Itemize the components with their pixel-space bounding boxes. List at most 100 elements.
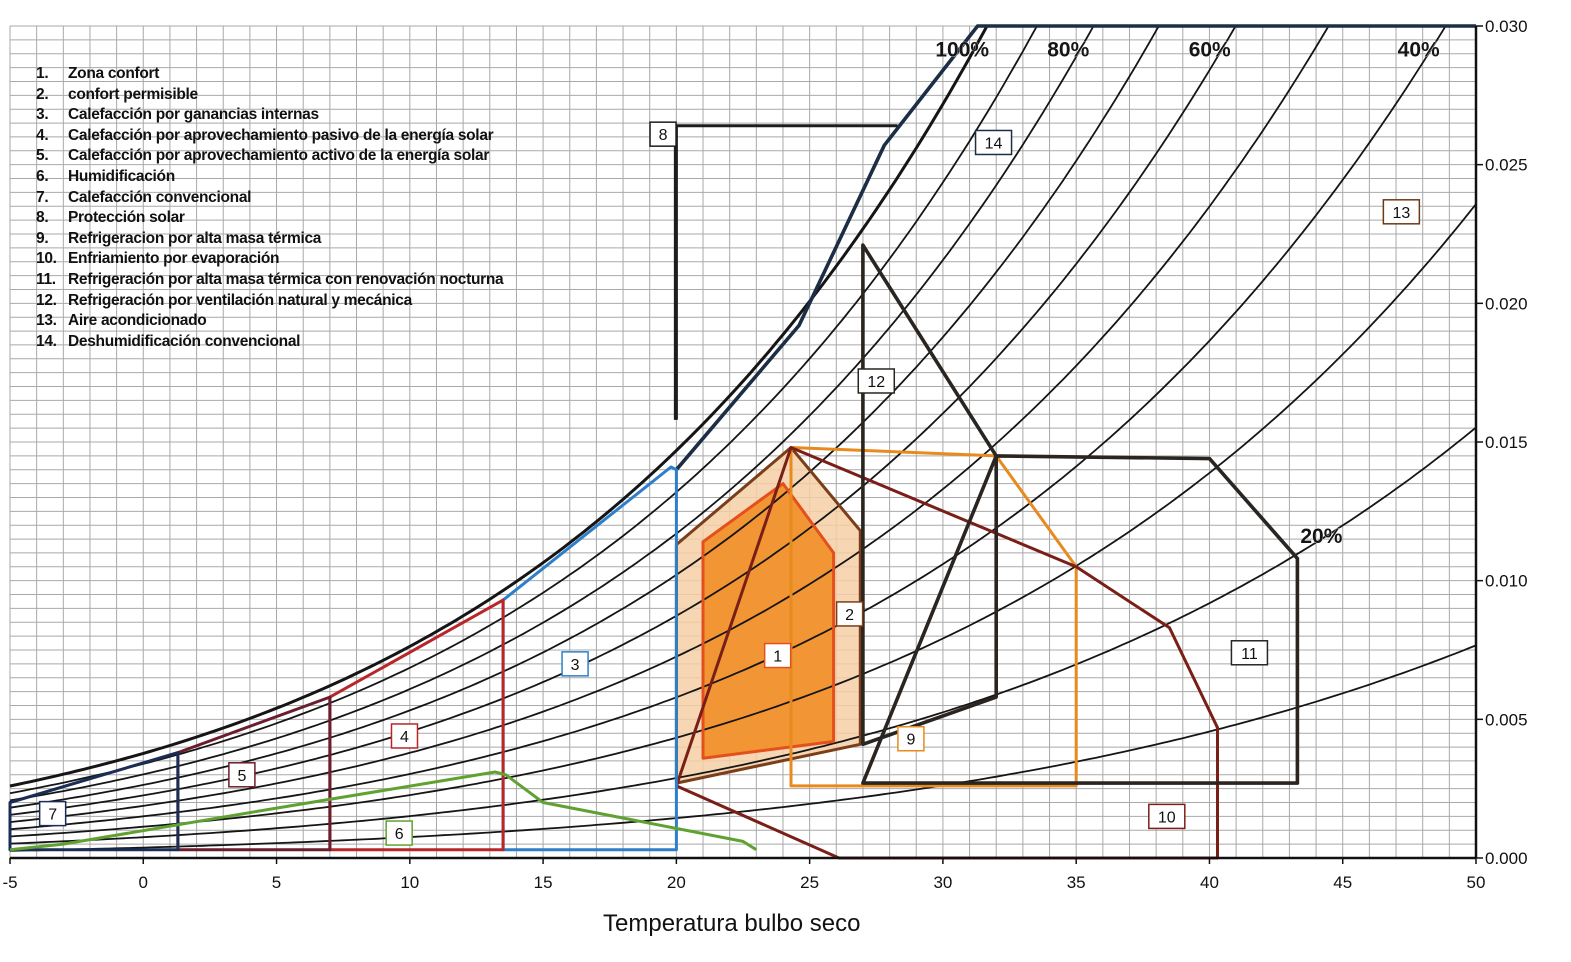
rh-labels: 100% 80% 60% 40% 20% — [935, 38, 1440, 548]
legend-item: 6. Humidificación — [36, 167, 175, 185]
rh-label-100: 100% — [935, 39, 989, 62]
x-tick-label: 25 — [800, 873, 819, 892]
zone-labels: 2 1 9 10 11 12 14 3 4 5 7 6 8 13 — [38, 121, 1421, 846]
legend-item: 2. confort permisible — [36, 85, 198, 103]
x-tick-label: -5 — [2, 873, 17, 892]
y-tick-label: 0.005 — [1485, 710, 1528, 729]
zone-label-text: 1 — [773, 649, 782, 666]
legend-item: 9. Refrigeracion por alta masa térmica — [36, 229, 322, 247]
legend-item: 10. Enfriamiento por evaporación — [36, 250, 280, 268]
zone-outline-9 — [789, 446, 1078, 788]
legend-item: 4. Calefacción por aprovechamiento pasivo… — [36, 126, 494, 144]
zone-label-box — [974, 129, 1013, 156]
zone-label-text: 9 — [906, 732, 915, 749]
chart-legend: 1. Zona confort 2. confort permisible 3. Ca… — [36, 64, 504, 352]
zone-label-text: 5 — [237, 768, 246, 785]
legend-item: 1. Zona confort — [36, 65, 160, 82]
zone-label-box — [835, 601, 864, 627]
rh-label-80: 80% — [1047, 39, 1089, 62]
x-tick-label: 50 — [1467, 873, 1486, 892]
x-tick-label: 35 — [1067, 873, 1086, 892]
zone-outline-10 — [674, 446, 1219, 860]
rh-curve-30 — [9, 203, 1477, 838]
zone-label-box — [228, 762, 256, 788]
zone-label-box — [897, 725, 925, 752]
zone-label-1: 1 — [763, 642, 792, 669]
zone-outline-11 — [861, 454, 1300, 785]
zone-label-10: 10 — [1148, 803, 1186, 830]
x-axis-title: Temperatura bulbo seco — [603, 910, 861, 937]
zone-outlines — [8, 24, 1476, 860]
zone-outline-6 — [9, 770, 758, 852]
zone-label-box — [385, 820, 413, 846]
y-tick-label: 0.030 — [1485, 17, 1528, 36]
zone-label-4: 4 — [390, 723, 419, 749]
zone-outline-7 — [8, 751, 180, 852]
legend-item: 11. Refrigeración por alta masa térmica c… — [36, 270, 504, 288]
zone-label-9: 9 — [897, 725, 925, 752]
legend-item: 12. Refrigeración por ventilación natural… — [36, 291, 412, 309]
zone-label-13: 13 — [1382, 199, 1421, 225]
zone-label-text: 11 — [1241, 646, 1258, 663]
zone-label-text: 3 — [571, 657, 580, 674]
zone-label-text: 2 — [845, 607, 854, 624]
legend-item: 14. Deshumidificación convencional — [36, 332, 301, 350]
chart-axes: -5 0 5 10 15 20 25 30 35 40 45 500.0000.0050.0100.0… — [2, 17, 1527, 892]
zone-label-5: 5 — [228, 762, 256, 788]
zone-label-box — [38, 800, 67, 827]
zone-label-7: 7 — [38, 800, 67, 827]
rh-curve-80 — [9, 25, 1095, 802]
zone-label-2: 2 — [835, 601, 864, 627]
rh-label-60: 60% — [1189, 39, 1231, 62]
x-tick-label: 30 — [933, 873, 952, 892]
y-tick-label: 0.025 — [1485, 156, 1528, 175]
x-tick-label: 45 — [1333, 873, 1352, 892]
zone-label-box — [763, 642, 792, 669]
zone-label-text: 12 — [867, 374, 885, 391]
zone-label-11: 11 — [1230, 640, 1269, 666]
zone-label-3: 3 — [561, 651, 589, 677]
zone-label-text: 10 — [1158, 809, 1176, 826]
zone-outline-1 — [701, 482, 836, 760]
x-tick-label: 40 — [1200, 873, 1219, 892]
zone-label-box — [1148, 803, 1186, 830]
relative-humidity-curves — [9, 25, 1477, 852]
legend-item: 8. Protección solar — [36, 209, 185, 227]
zone-label-14: 14 — [974, 129, 1013, 156]
rh-curve-20 — [9, 426, 1477, 845]
zone-label-box — [649, 121, 677, 147]
rh-curve-90 — [9, 25, 1038, 795]
zone-fills — [676, 447, 861, 784]
zone-label-box — [1230, 640, 1269, 666]
y-tick-label: 0.015 — [1485, 433, 1528, 452]
zone-fill-1 — [703, 483, 834, 759]
rh-label-20: 20% — [1300, 525, 1342, 548]
zone-label-12: 12 — [857, 368, 896, 394]
zone-outline-12 — [861, 243, 999, 747]
zone-label-box — [561, 651, 589, 677]
zone-label-text: 14 — [985, 135, 1003, 152]
x-tick-label: 20 — [667, 873, 686, 892]
x-tick-label: 15 — [534, 873, 553, 892]
rh-curve-40 — [9, 25, 1447, 831]
zone-label-box — [857, 368, 896, 394]
y-tick-label: 0.000 — [1485, 849, 1528, 868]
zone-label-6: 6 — [385, 820, 413, 846]
zone-label-box — [390, 723, 419, 749]
legend-item: 3. Calefacción por ganancias internas — [36, 106, 319, 124]
zone-label-box — [1382, 199, 1421, 225]
y-tick-label: 0.010 — [1485, 572, 1528, 591]
zone-label-text: 13 — [1392, 205, 1410, 222]
zone-label-text: 4 — [400, 729, 409, 746]
rh-curve-60 — [9, 25, 1237, 816]
legend-item: 7. Calefacción convencional — [36, 188, 252, 206]
zone-label-text: 7 — [48, 807, 57, 824]
legend-item: 5. Calefacción por aprovechamiento activo… — [36, 147, 490, 165]
rh-curve-100 — [9, 25, 989, 788]
rh-curve-70 — [9, 25, 1160, 809]
x-tick-label: 5 — [272, 873, 281, 892]
zone-outline-14 — [675, 24, 1476, 471]
rh-curve-10 — [9, 644, 1477, 852]
y-tick-label: 0.020 — [1485, 294, 1528, 313]
